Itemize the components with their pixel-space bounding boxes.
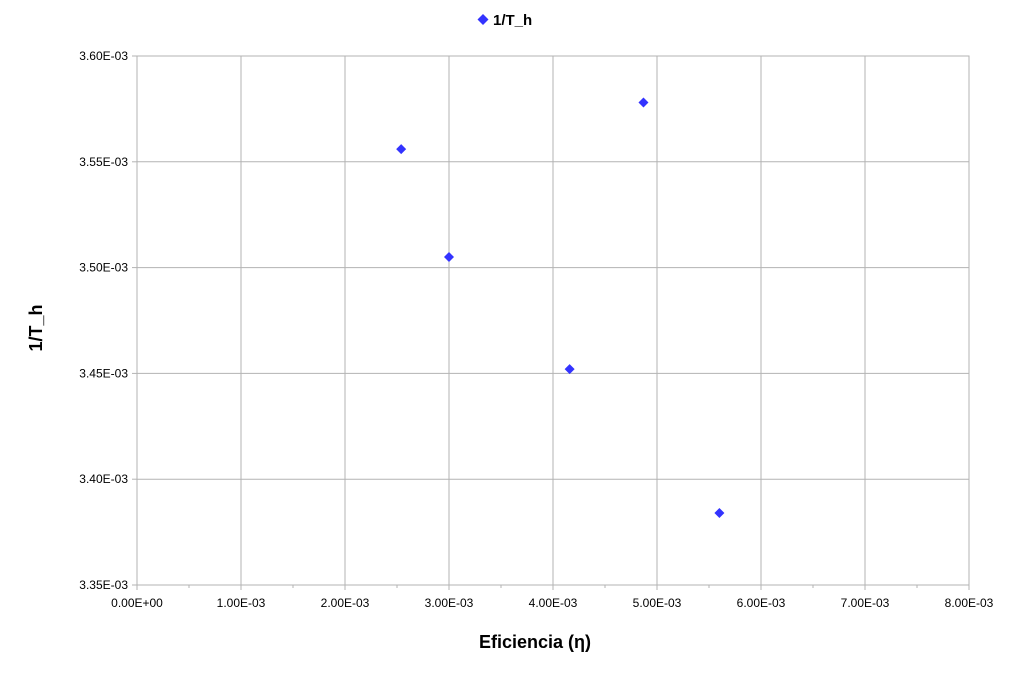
legend-label: 1/T_h [493, 12, 532, 29]
data-points [396, 97, 725, 519]
y-tick-label: 3.55E-03 [79, 155, 128, 169]
x-tick-label: 5.00E-03 [633, 596, 682, 610]
data-point [396, 144, 407, 155]
data-point [638, 97, 649, 108]
x-tick-label: 0.00E+00 [111, 596, 163, 610]
x-tick-label: 1.00E-03 [217, 596, 266, 610]
y-tick-label: 3.35E-03 [79, 578, 128, 592]
grid-lines [137, 56, 969, 585]
data-point [714, 508, 725, 519]
data-point [444, 252, 454, 263]
x-tick-label: 4.00E-03 [529, 596, 578, 610]
y-axis-title: 1/T_h [26, 304, 46, 351]
legend: 1/T_h [477, 12, 532, 29]
data-point [564, 364, 575, 375]
y-axis-ticks: 3.35E-03 3.40E-03 3.45E-03 3.50E-03 3.55E-03… [79, 49, 137, 592]
y-tick-label: 3.60E-03 [79, 49, 128, 63]
x-tick-label: 3.00E-03 [425, 596, 474, 610]
x-tick-label: 6.00E-03 [737, 596, 786, 610]
x-tick-label: 8.00E-03 [945, 596, 994, 610]
y-tick-label: 3.40E-03 [79, 472, 128, 486]
x-axis-title: Eficiencia (η) [479, 632, 591, 652]
y-tick-label: 3.50E-03 [79, 261, 128, 275]
x-tick-label: 2.00E-03 [321, 596, 370, 610]
y-tick-label: 3.45E-03 [79, 366, 128, 380]
x-tick-label: 7.00E-03 [841, 596, 890, 610]
legend-diamond-icon [477, 14, 489, 25]
x-axis-ticks: 0.00E+00 1.00E-03 2.00E-03 3.00E-03 4.00E-03… [111, 585, 994, 610]
